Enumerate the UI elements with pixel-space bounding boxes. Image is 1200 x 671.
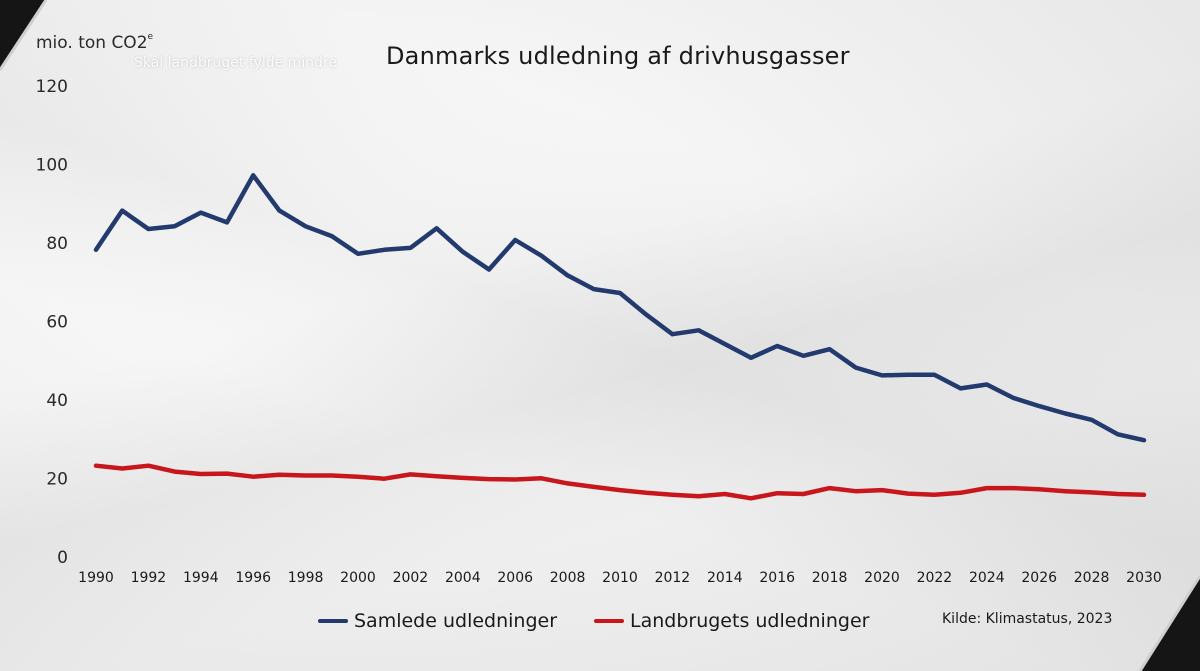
x-tick-label: 2002 (393, 570, 429, 586)
legend-item-agriculture: Landbrugets udledninger (594, 606, 869, 636)
series-line-total (93, 173, 1147, 443)
y-tick-label: 80 (46, 234, 68, 254)
x-tick-label: 2024 (969, 570, 1005, 586)
background-watermark-text: Skal landbruget fylde mindre (134, 55, 338, 71)
legend-swatch-total (318, 619, 348, 623)
x-tick-label: 2014 (707, 570, 743, 586)
x-tick-label: 2012 (655, 570, 691, 586)
legend-item-total: Samlede udledninger (318, 606, 557, 636)
x-tick-label: 1990 (78, 570, 114, 586)
x-tick-label: 2000 (340, 570, 376, 586)
legend-swatch-agriculture (594, 619, 624, 623)
y-tick-label: 0 (57, 548, 68, 568)
y-tick-label: 100 (36, 156, 68, 176)
x-tick-label: 1996 (235, 570, 271, 586)
x-tick-label: 2018 (812, 570, 848, 586)
x-tick-label: 2028 (1074, 570, 1110, 586)
x-tick-label: 2026 (1021, 570, 1057, 586)
y-axis-unit-text: mio. ton CO2 (36, 33, 148, 53)
x-tick-label: 2020 (864, 570, 900, 586)
x-tick-label: 2030 (1126, 570, 1162, 586)
x-tick-label: 2022 (917, 570, 953, 586)
chart-title: Danmarks udledning af drivhusgasser (386, 42, 850, 70)
source-note: Kilde: Klimastatus, 2023 (942, 611, 1113, 627)
x-tick-label: 2006 (497, 570, 533, 586)
legend-label-total: Samlede udledninger (354, 610, 558, 632)
y-tick-label: 60 (46, 313, 68, 333)
y-tick-label: 20 (46, 470, 68, 490)
x-tick-label: 1998 (288, 570, 324, 586)
y-tick-label: 120 (36, 77, 68, 97)
x-tick-label: 2016 (759, 570, 795, 586)
y-tick-label: 40 (46, 391, 68, 411)
x-tick-label: 2010 (602, 570, 638, 586)
legend-label-agriculture: Landbrugets udledninger (630, 610, 870, 632)
x-tick-label: 2008 (550, 570, 586, 586)
x-tick-label: 2004 (445, 570, 481, 586)
x-tick-label: 1994 (183, 570, 219, 586)
series-line-agriculture (93, 463, 1147, 501)
x-tick-label: 1992 (131, 570, 167, 586)
y-axis-unit-superscript: e (147, 32, 154, 42)
y-axis-unit-label: mio. ton CO2e (36, 32, 153, 53)
